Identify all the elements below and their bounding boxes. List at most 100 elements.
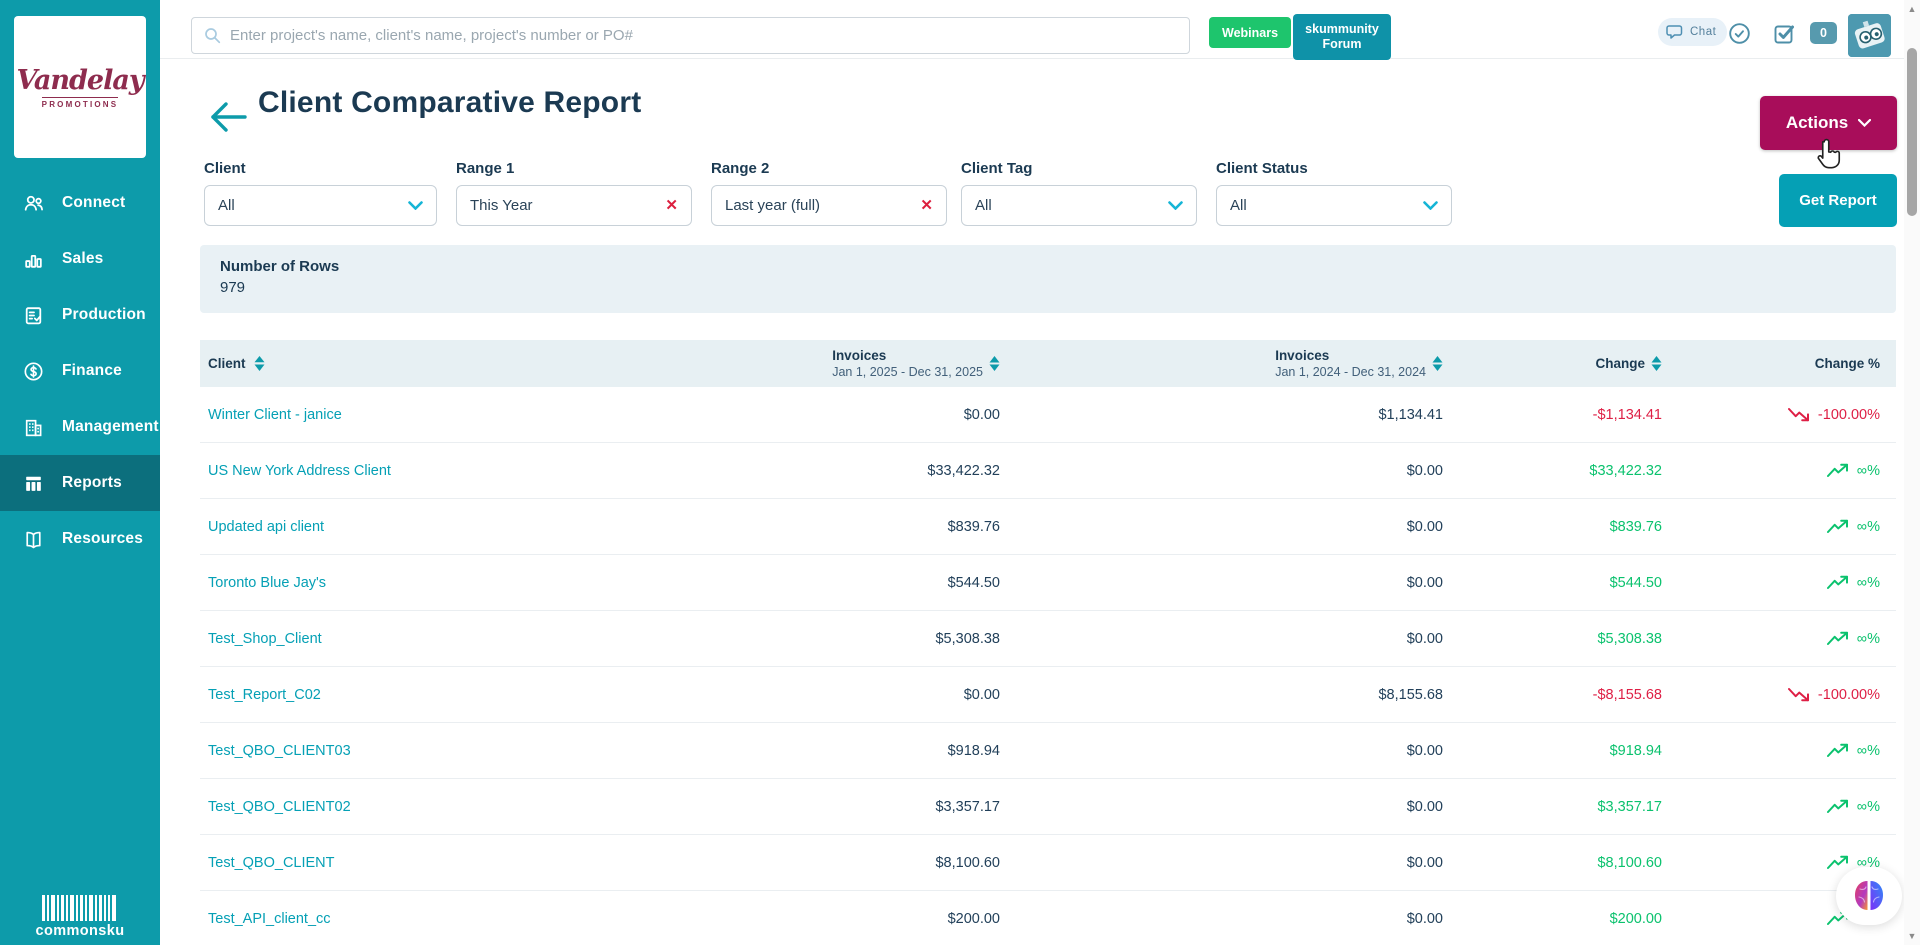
table-row: Test_Report_C02 $0.00 $8,155.68 -$8,155.… <box>200 667 1896 723</box>
sidebar-item-reports[interactable]: Reports <box>0 455 160 511</box>
chat-button[interactable]: Chat <box>1658 18 1728 46</box>
client-link[interactable]: Updated api client <box>208 518 325 535</box>
table-row: Test_API_client_cc $200.00 $0.00 $200.00… <box>200 891 1896 945</box>
client-status-select[interactable]: All <box>1216 185 1452 226</box>
change-pct-cell: ∞% <box>1678 743 1896 759</box>
webinars-button[interactable]: Webinars <box>1209 17 1292 48</box>
sidebar-item-management[interactable]: Management <box>0 399 160 455</box>
chat-bubble-icon <box>1666 24 1683 39</box>
tasks-checkbox-icon[interactable] <box>1772 21 1797 46</box>
client-link[interactable]: Test_QBO_CLIENT <box>208 854 335 871</box>
client-link[interactable]: Test_QBO_CLIENT03 <box>208 742 351 759</box>
column-range: Jan 1, 2024 - Dec 31, 2024 <box>1275 365 1426 379</box>
clear-icon[interactable]: ✕ <box>920 197 933 214</box>
page-title: Client Comparative Report <box>258 86 642 119</box>
sidebar: Vandelay PROMOTIONS Connect <box>0 0 160 945</box>
client-select-value: All <box>218 197 235 214</box>
sort-icon[interactable] <box>989 356 1000 371</box>
scroll-down-arrow[interactable]: ▼ <box>1907 931 1917 941</box>
filter-label: Range 1 <box>456 160 515 177</box>
trend-up-icon <box>1826 855 1848 869</box>
bar-chart-icon <box>22 248 45 271</box>
chat-label: Chat <box>1690 26 1717 38</box>
invoices-current-cell: $0.00 <box>963 406 1000 423</box>
clear-icon[interactable]: ✕ <box>665 197 678 214</box>
invoices-current-cell: $839.76 <box>947 518 1000 535</box>
column-invoices-current[interactable]: Invoices Jan 1, 2025 - Dec 31, 2025 <box>720 348 1016 379</box>
client-link[interactable]: Winter Client - janice <box>208 406 342 423</box>
client-status-value: All <box>1230 197 1247 214</box>
sidebar-item-sales[interactable]: Sales <box>0 231 160 287</box>
sort-icon[interactable] <box>1432 356 1443 371</box>
actions-label: Actions <box>1785 113 1849 132</box>
change-pct-value: ∞% <box>1856 742 1880 759</box>
invoices-previous-cell: $8,155.68 <box>1378 686 1443 703</box>
column-client[interactable]: Client <box>200 356 720 371</box>
commonsku-logo[interactable]: commonsku <box>0 895 160 939</box>
client-link[interactable]: Test_API_client_cc <box>208 910 331 927</box>
sidebar-item-resources[interactable]: Resources <box>0 511 160 567</box>
trend-up-icon <box>1826 575 1848 589</box>
robot-avatar-icon <box>1848 14 1891 57</box>
invoices-current-cell: $200.00 <box>947 910 1000 927</box>
search-input[interactable] <box>230 27 1177 44</box>
client-link[interactable]: Test_Shop_Client <box>208 630 322 647</box>
number-of-rows-label: Number of Rows <box>220 258 340 275</box>
sort-icon[interactable] <box>1651 356 1662 371</box>
notification-badge[interactable]: 0 <box>1810 22 1837 44</box>
actions-button[interactable]: Actions <box>1760 96 1897 150</box>
range2-select[interactable]: Last year (full) ✕ <box>711 185 947 226</box>
change-pct-value: ∞% <box>1856 798 1880 815</box>
ai-assistant-button[interactable] <box>1836 867 1902 925</box>
chevron-down-icon <box>1858 119 1872 127</box>
global-search[interactable] <box>191 17 1190 54</box>
table-body: Winter Client - janice $0.00 $1,134.41 -… <box>200 387 1896 945</box>
scroll-up-arrow[interactable]: ▲ <box>1907 4 1917 14</box>
trend-down-icon <box>1787 408 1809 422</box>
client-select[interactable]: All <box>204 185 437 226</box>
table-row: Toronto Blue Jay's $544.50 $0.00 $544.50… <box>200 555 1896 611</box>
table-row: Updated api client $839.76 $0.00 $839.76… <box>200 499 1896 555</box>
skummunity-forum-button[interactable]: skummunity Forum <box>1293 14 1391 60</box>
change-pct-cell: ∞% <box>1678 631 1896 647</box>
filter-label: Range 2 <box>711 160 770 177</box>
client-tag-select[interactable]: All <box>961 185 1197 226</box>
column-change[interactable]: Change <box>1459 356 1678 371</box>
table-row: Test_QBO_CLIENT03 $918.94 $0.00 $918.94 … <box>200 723 1896 779</box>
invoices-previous-cell: $0.00 <box>1406 518 1443 535</box>
sidebar-item-connect[interactable]: Connect <box>0 175 160 231</box>
column-label: Change <box>1595 356 1645 371</box>
invoices-previous-cell: $0.00 <box>1406 798 1443 815</box>
table-row: Test_QBO_CLIENT $8,100.60 $0.00 $8,100.6… <box>200 835 1896 891</box>
user-avatar[interactable] <box>1848 14 1891 57</box>
change-cell: $200.00 <box>1609 910 1662 927</box>
client-link[interactable]: Toronto Blue Jay's <box>208 574 327 591</box>
tenant-logo[interactable]: Vandelay PROMOTIONS <box>14 16 146 158</box>
change-cell: $8,100.60 <box>1597 854 1662 871</box>
range1-select[interactable]: This Year ✕ <box>456 185 692 226</box>
sidebar-item-label: Production <box>62 306 146 323</box>
sidebar-item-production[interactable]: Production <box>0 287 160 343</box>
change-cell: $5,308.38 <box>1597 630 1662 647</box>
change-pct-cell: ∞% <box>1678 575 1896 591</box>
invoices-previous-cell: $0.00 <box>1406 462 1443 479</box>
client-link[interactable]: Test_Report_C02 <box>208 686 321 703</box>
invoices-current-cell: $3,357.17 <box>935 798 1000 815</box>
scrollbar-thumb[interactable] <box>1907 48 1917 216</box>
trend-up-icon <box>1826 463 1848 477</box>
number-of-rows-card: Number of Rows 979 <box>200 245 1896 313</box>
client-link[interactable]: US New York Address Client <box>208 462 391 479</box>
approval-clock-icon[interactable] <box>1727 21 1752 46</box>
building-icon <box>22 416 45 439</box>
sidebar-item-label: Finance <box>62 362 122 379</box>
get-report-button[interactable]: Get Report <box>1779 174 1897 227</box>
column-invoices-previous[interactable]: Invoices Jan 1, 2024 - Dec 31, 2024 <box>1016 348 1459 379</box>
back-arrow-icon[interactable] <box>210 101 248 133</box>
sort-icon[interactable] <box>254 356 265 371</box>
page-scrollbar[interactable]: ▲ ▼ <box>1904 0 1920 945</box>
sidebar-item-finance[interactable]: Finance <box>0 343 160 399</box>
invoices-current-cell: $918.94 <box>947 742 1000 759</box>
client-link[interactable]: Test_QBO_CLIENT02 <box>208 798 351 815</box>
report-columns-icon <box>22 472 45 495</box>
change-pct-value: ∞% <box>1856 574 1880 591</box>
